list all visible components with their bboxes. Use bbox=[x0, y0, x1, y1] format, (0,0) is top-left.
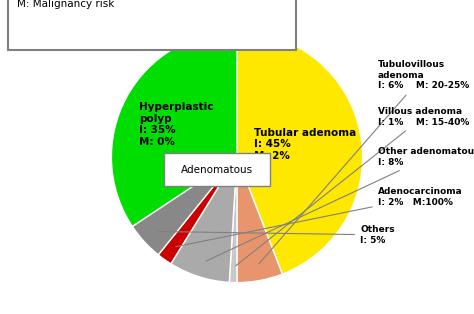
Wedge shape bbox=[237, 157, 283, 283]
Text: Tubulovillous
adenoma
I: 6%    M: 20-25%: Tubulovillous adenoma I: 6% M: 20-25% bbox=[259, 61, 469, 263]
Text: Hyperplastic
polyp
I: 35%
M: 0%: Hyperplastic polyp I: 35% M: 0% bbox=[139, 102, 213, 147]
Text: Others
I: 5%: Others I: 5% bbox=[158, 225, 395, 245]
Wedge shape bbox=[229, 157, 237, 283]
Text: Other adenomatous
I: 8%: Other adenomatous I: 8% bbox=[206, 147, 474, 261]
FancyBboxPatch shape bbox=[164, 153, 270, 186]
Text: Tubular adenoma
I: 45%
M: 2%: Tubular adenoma I: 45% M: 2% bbox=[254, 128, 356, 161]
FancyBboxPatch shape bbox=[9, 0, 296, 50]
Text: Adenocarcinoma
I: 2%   M:100%: Adenocarcinoma I: 2% M:100% bbox=[176, 187, 463, 247]
Text: Adenomatous: Adenomatous bbox=[181, 165, 253, 175]
Wedge shape bbox=[158, 157, 237, 264]
Wedge shape bbox=[237, 31, 363, 274]
Text: I: Approximate relative incidence
M: Malignancy risk: I: Approximate relative incidence M: Mal… bbox=[17, 0, 190, 9]
Wedge shape bbox=[171, 157, 237, 282]
Wedge shape bbox=[111, 31, 237, 226]
Wedge shape bbox=[132, 157, 237, 255]
Text: Villous adenoma
I: 1%    M: 15-40%: Villous adenoma I: 1% M: 15-40% bbox=[236, 107, 469, 266]
